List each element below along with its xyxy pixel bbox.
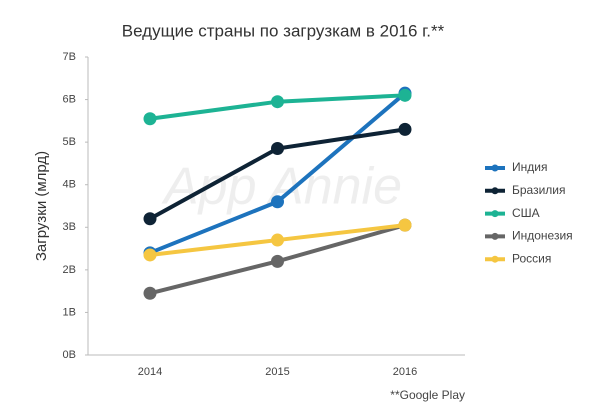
y-tick-label: 4B [63,179,76,191]
data-point [271,142,284,156]
data-point [143,248,157,262]
data-point [398,122,412,136]
chart-title: Ведущие страны по загрузкам в 2016 г.** [122,21,445,40]
legend-label: Индонезия [512,229,573,243]
x-tick-label: 2016 [393,366,417,378]
y-tick-label: 7B [63,51,76,63]
data-point [271,195,284,209]
data-point [271,233,284,247]
watermark: App Annie [161,158,402,216]
legend-marker [491,255,499,263]
legend-marker [491,187,499,195]
x-tick-label: 2015 [265,366,289,378]
data-point [398,88,412,102]
data-point [143,286,157,300]
legend-marker [491,232,499,240]
legend-label: Бразилия [512,183,566,197]
y-tick-label: 6B [63,93,76,105]
y-tick-label: 3B [63,221,76,233]
legend-marker [491,210,499,218]
data-point [143,212,157,226]
x-tick-label: 2014 [138,366,162,378]
y-axis-label: Загрузки (млрд) [33,151,50,261]
data-point [398,218,412,232]
data-point [271,254,284,268]
data-point [143,112,157,126]
legend-label: Индия [512,160,547,174]
legend-marker [491,164,499,172]
y-tick-label: 5B [63,136,76,148]
data-point [271,95,284,109]
legend-label: Россия [512,251,551,265]
y-tick-label: 0B [63,349,76,361]
legend-label: США [512,206,540,220]
y-tick-label: 1B [63,306,76,318]
footnote: **Google Play [390,388,465,402]
y-tick-label: 2B [63,264,76,276]
